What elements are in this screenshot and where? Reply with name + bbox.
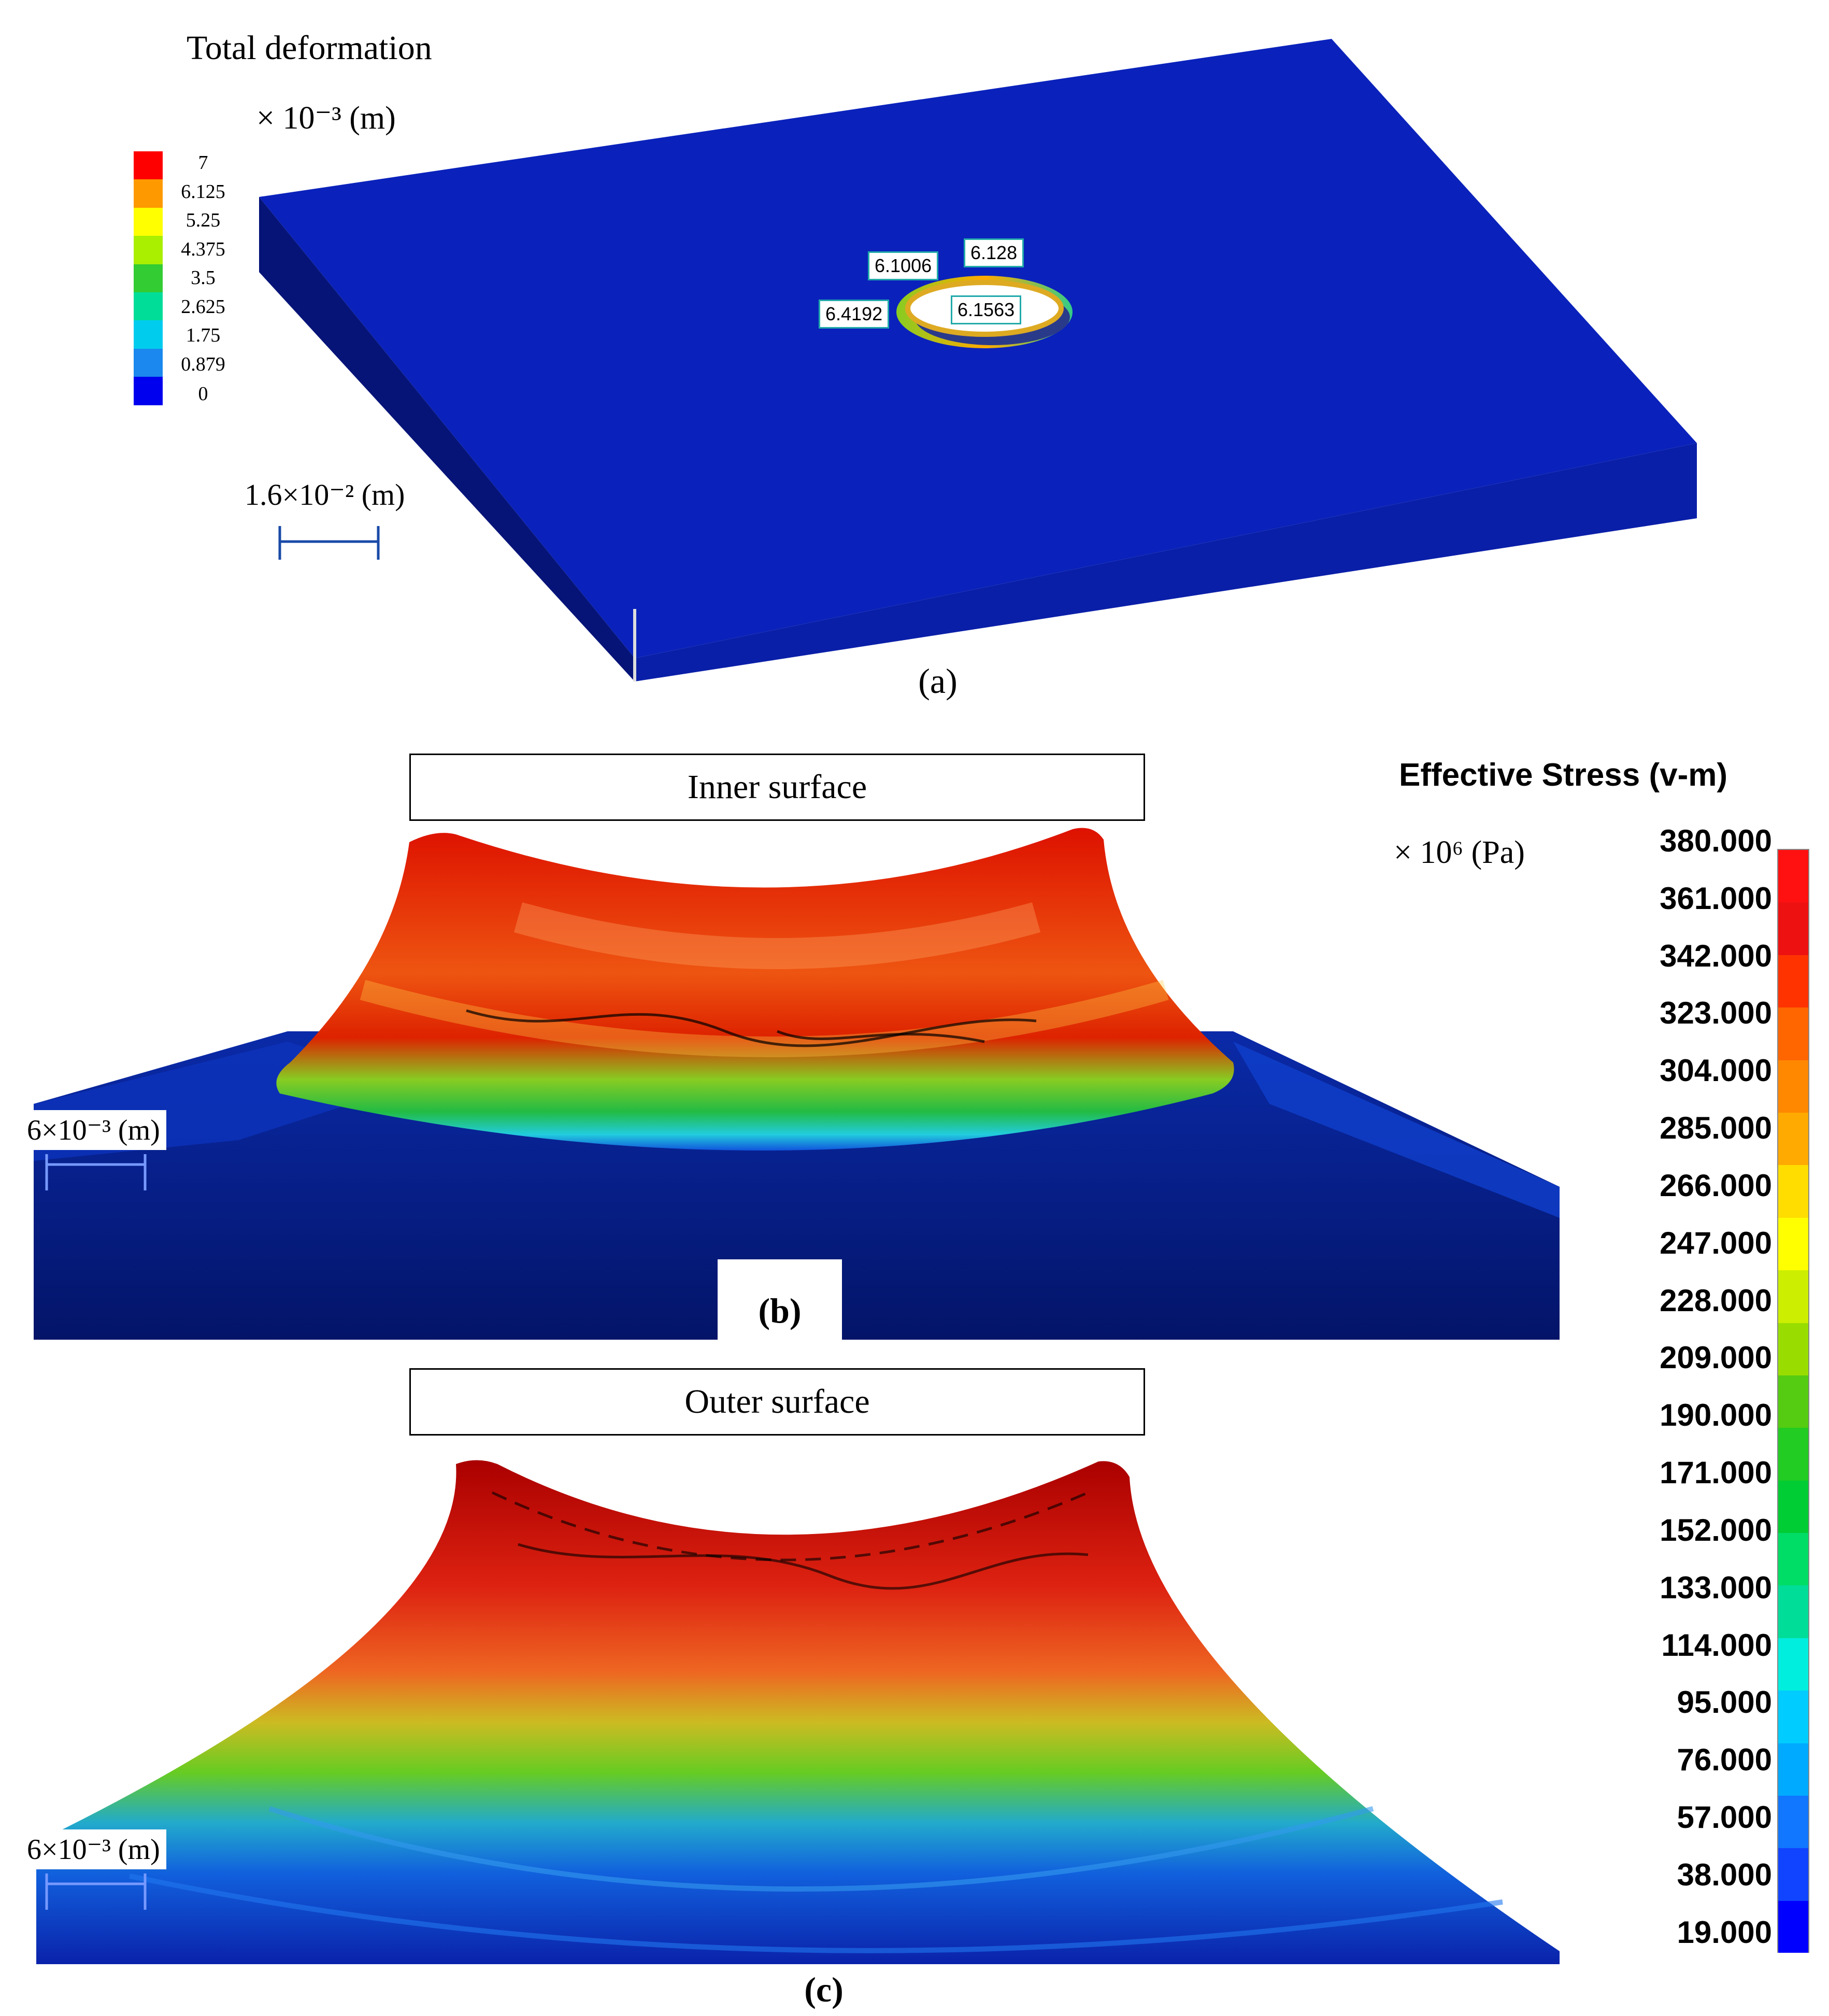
- plate-left-edge: [259, 197, 635, 682]
- stress-color-step: [1778, 1691, 1808, 1743]
- stress-color-step: [1778, 1060, 1808, 1113]
- stress-legend-value: 247.000: [1660, 1226, 1772, 1260]
- stress-legend-value: 133.000: [1660, 1570, 1772, 1605]
- stress-color-step: [1778, 1743, 1808, 1796]
- stress-color-step: [1778, 1217, 1808, 1271]
- stress-color-step: [1778, 1112, 1808, 1166]
- outer-surface-contour: [36, 1460, 1560, 1964]
- stress-legend-value: 304.000: [1660, 1053, 1772, 1088]
- panel-c-title: Outer surface: [409, 1368, 1145, 1436]
- deformation-color-step: [134, 264, 163, 292]
- stress-legend-value: 266.000: [1660, 1168, 1772, 1203]
- deformation-legend-value: 3.5: [191, 267, 216, 289]
- plate-front-edge: [635, 443, 1697, 682]
- stress-legend-value: 380.000: [1660, 824, 1772, 858]
- panel-a: Total deformation × 10⁻³ (m) 7 6.125 5.2…: [0, 0, 1829, 720]
- deformation-legend-value: 1.75: [185, 324, 221, 346]
- stress-legend-value: 209.000: [1660, 1340, 1772, 1375]
- stress-legend-value: 19.000: [1677, 1915, 1772, 1950]
- deformation-color-step: [134, 179, 163, 208]
- stress-color-step: [1778, 1638, 1808, 1691]
- deformation-color-step: [134, 292, 163, 321]
- stress-color-step: [1778, 1533, 1808, 1586]
- stress-legend-value: 361.000: [1660, 881, 1772, 916]
- stress-color-step: [1778, 1848, 1808, 1901]
- stress-legend-unit: × 10⁶ (Pa): [1394, 835, 1525, 870]
- deformation-legend-title: Total deformation: [187, 29, 432, 67]
- deformation-color-step: [134, 236, 163, 264]
- stress-values: 380.000 361.000 342.000 323.000 304.000 …: [1394, 757, 1772, 1964]
- panel-b-title: Inner surface: [409, 754, 1145, 821]
- stress-legend-value: 285.000: [1660, 1111, 1772, 1145]
- panel-b: Inner surface 6×10⁻³ (m) (b): [0, 720, 1606, 1358]
- deformed-plate: [259, 39, 1697, 682]
- stress-color-step: [1778, 1428, 1808, 1481]
- stress-legend-value: 76.000: [1677, 1742, 1772, 1777]
- stress-legend-value: 114.000: [1661, 1628, 1772, 1663]
- stress-legend-value: 228.000: [1660, 1283, 1772, 1318]
- caption-b-box: [718, 1259, 842, 1342]
- caption-a: (a): [918, 661, 958, 701]
- scale-box-b: 6×10⁻³ (m): [21, 1110, 166, 1150]
- scale-bar-b: [45, 1154, 147, 1190]
- stress-color-step: [1778, 1796, 1808, 1849]
- stress-legend-value: 323.000: [1660, 996, 1772, 1030]
- stress-color-step: [1778, 1270, 1808, 1323]
- stress-color-step: [1778, 1323, 1808, 1375]
- deformation-color-step: [134, 207, 163, 236]
- stress-color-step: [1778, 955, 1808, 1008]
- deformation-color-step: [134, 151, 163, 180]
- scale-bar-label: 1.6×10⁻² (m): [245, 478, 405, 512]
- stress-color-bar: [1777, 849, 1809, 1953]
- stress-legend: Effective Stress (v-m) × 10⁶ (Pa) 380.00…: [1394, 757, 1829, 1964]
- deformation-legend-value: 2.625: [181, 296, 225, 318]
- deformation-legend-value: 5.25: [185, 209, 221, 231]
- stress-color-step: [1778, 902, 1808, 955]
- probe-label: 6.1563: [951, 295, 1022, 324]
- stress-color-step: [1778, 1480, 1808, 1534]
- stress-color-step: [1778, 850, 1808, 903]
- stress-color-step: [1778, 1007, 1808, 1060]
- caption-c: (c): [804, 1970, 844, 2009]
- stress-color-step: [1778, 1375, 1808, 1428]
- scale-bar: [278, 526, 380, 560]
- probe-label: 6.128: [964, 238, 1024, 267]
- inner-surface-contour: [34, 828, 1560, 1340]
- stress-color-step: [1778, 1585, 1808, 1638]
- deformation-color-step: [134, 320, 163, 349]
- stress-color-step: [1778, 1900, 1808, 1953]
- caption-b: (b): [758, 1291, 802, 1330]
- deformation-color-step: [134, 377, 163, 406]
- scale-box-c: 6×10⁻³ (m): [21, 1829, 166, 1869]
- stress-legend-value: 190.000: [1660, 1398, 1772, 1432]
- stress-legend-value: 57.000: [1677, 1800, 1772, 1835]
- stress-legend-title: Effective Stress (v-m): [1399, 757, 1728, 793]
- deformation-legend-value: 0.879: [181, 353, 225, 375]
- stress-legend-value: 342.000: [1660, 939, 1772, 973]
- deformation-color-bar: [134, 151, 163, 406]
- deformation-legend-value: 7: [198, 152, 208, 174]
- deformation-legend-unit: × 10⁻³ (m): [256, 101, 396, 136]
- stress-legend-value: 152.000: [1660, 1513, 1772, 1548]
- stress-color-step: [1778, 1165, 1808, 1218]
- deformation-legend-value: 6.125: [181, 181, 225, 203]
- stress-legend-value: 38.000: [1677, 1857, 1772, 1892]
- plate-top-face: [259, 39, 1697, 658]
- probe-label: 6.1006: [868, 251, 939, 280]
- deformation-color-step: [134, 348, 163, 377]
- deformation-legend-value: 4.375: [181, 238, 225, 260]
- probe-label: 6.4192: [819, 300, 890, 329]
- deformation-legend-value: 0: [198, 383, 208, 405]
- stress-legend-value: 171.000: [1660, 1455, 1772, 1490]
- scale-bar-c: [45, 1873, 147, 1910]
- stress-legend-value: 95.000: [1677, 1685, 1772, 1720]
- panel-c: Outer surface 6×10⁻³ (m) (c): [0, 1358, 1606, 2016]
